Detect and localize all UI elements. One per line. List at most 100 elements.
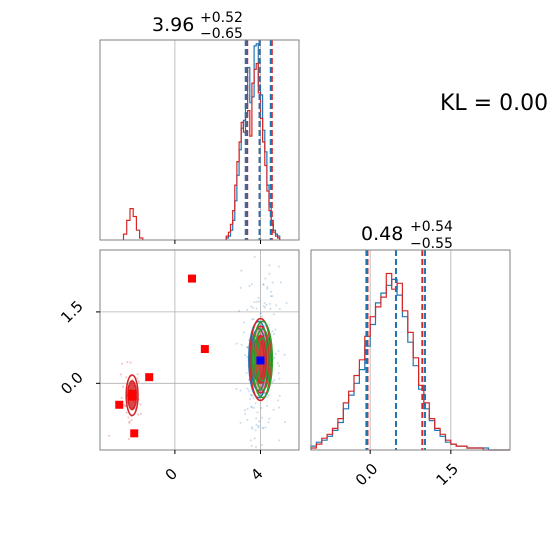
scatter-dot bbox=[279, 281, 282, 284]
scatter-dot bbox=[285, 302, 288, 305]
scatter-dot bbox=[125, 376, 128, 379]
scatter-dot bbox=[249, 394, 252, 397]
scatter-dot bbox=[284, 421, 287, 424]
scatter-dot bbox=[257, 426, 260, 429]
scatter-dot bbox=[126, 361, 129, 364]
scatter-dot bbox=[259, 312, 262, 315]
scatter-dot bbox=[260, 407, 263, 410]
kl-annotation: KL = 0.00 bbox=[440, 91, 548, 116]
scatter-dot bbox=[271, 281, 274, 284]
scatter-dot bbox=[246, 387, 249, 390]
scatter-dot bbox=[235, 387, 238, 390]
scatter-dot bbox=[239, 421, 242, 424]
scatter-dot bbox=[278, 394, 281, 397]
scatter-dot bbox=[249, 397, 252, 400]
scatter-dot bbox=[120, 396, 123, 399]
panel1-title: 3.96 bbox=[152, 14, 194, 36]
scatter-dot bbox=[256, 300, 259, 303]
scatter-dot bbox=[253, 406, 256, 409]
scatter-dot bbox=[252, 462, 254, 464]
scatter-dot bbox=[244, 412, 247, 415]
scatter-dot bbox=[238, 236, 240, 238]
scatter-dot bbox=[271, 295, 274, 298]
panel2-plot-area bbox=[108, 220, 288, 464]
scatter-dot bbox=[252, 454, 254, 456]
scatter-dot bbox=[119, 373, 122, 376]
scatter-dot bbox=[269, 307, 272, 310]
scatter-dot bbox=[269, 290, 272, 293]
scatter-dot bbox=[246, 408, 249, 411]
scatter-dot bbox=[277, 265, 280, 268]
panel1-title-lower: −0.65 bbox=[200, 26, 243, 42]
scatter-dot bbox=[277, 349, 280, 352]
scatter-dot bbox=[267, 421, 270, 424]
scatter-dot bbox=[265, 303, 268, 306]
scatter-dot bbox=[244, 354, 247, 357]
hist-series-red-1 bbox=[122, 208, 144, 240]
scatter-dot bbox=[258, 300, 261, 303]
scatter-dot bbox=[272, 313, 275, 316]
scatter-dot bbox=[254, 446, 257, 449]
panel3-plot-area: 0.0 1.5 bbox=[310, 249, 511, 490]
scatter-dot bbox=[243, 331, 246, 334]
scatter-dot bbox=[260, 444, 263, 447]
contour-green-2-0 bbox=[251, 320, 274, 399]
scatter-dot bbox=[279, 457, 281, 459]
scatter-dot bbox=[263, 301, 266, 304]
scatter-dot bbox=[266, 287, 269, 290]
scatter-dot bbox=[261, 416, 264, 419]
blue-marker bbox=[256, 356, 265, 365]
scatter-dot bbox=[277, 372, 280, 375]
scatter-dot bbox=[272, 408, 275, 411]
red-marker-4 bbox=[130, 429, 139, 438]
scatter-dot bbox=[271, 330, 274, 333]
scatter-dot bbox=[249, 439, 252, 442]
scatter-dot bbox=[251, 395, 254, 398]
scatter-dot bbox=[263, 306, 266, 309]
scatter-dot bbox=[139, 403, 142, 406]
scatter-dot bbox=[262, 230, 264, 232]
scatter-dot bbox=[255, 307, 258, 310]
scatter-dot bbox=[255, 423, 258, 426]
scatter-dot bbox=[264, 426, 267, 429]
scatter-dot bbox=[238, 309, 241, 312]
hist-series-red-2 bbox=[225, 62, 281, 240]
scatter-dot bbox=[250, 405, 253, 408]
scatter-dot bbox=[251, 427, 254, 430]
scatter-dot bbox=[267, 394, 270, 397]
scatter-dot bbox=[248, 389, 251, 392]
scatter-dot bbox=[139, 412, 142, 415]
scatter-dot bbox=[257, 424, 260, 427]
panel1-title-median: 3.96 bbox=[152, 14, 194, 36]
scatter-dot bbox=[283, 353, 286, 356]
scatter-dot bbox=[239, 286, 242, 289]
scatter-dot bbox=[255, 417, 258, 420]
panel2-xtick-label-0: 0 bbox=[162, 465, 181, 484]
scatter-dot bbox=[245, 372, 248, 375]
scatter-dot bbox=[256, 411, 259, 414]
panel3-xtick-label-0: 0.0 bbox=[352, 460, 382, 490]
scatter-dot bbox=[239, 389, 242, 392]
scatter-dot bbox=[235, 342, 238, 345]
panel-bottom-left-scatter: 0.0 1.5 0 4 bbox=[57, 220, 300, 484]
scatter-dot bbox=[253, 255, 256, 258]
scatter-dot bbox=[261, 315, 264, 318]
scatter-dot bbox=[137, 413, 140, 416]
scatter-dot bbox=[266, 404, 269, 407]
scatter-dot bbox=[263, 391, 266, 394]
scatter-dot bbox=[254, 220, 256, 222]
scatter-dot bbox=[271, 380, 274, 383]
scatter-dot bbox=[275, 304, 278, 307]
scatter-dot bbox=[246, 418, 249, 421]
scatter-dot bbox=[127, 438, 130, 441]
scatter-dot bbox=[253, 437, 256, 440]
red-marker-6 bbox=[128, 389, 137, 398]
scatter-dot bbox=[264, 277, 267, 280]
scatter-dot bbox=[278, 439, 281, 442]
scatter-dot bbox=[136, 373, 139, 376]
scatter-dot bbox=[125, 411, 128, 414]
scatter-dot bbox=[278, 377, 281, 380]
red-marker-2 bbox=[145, 373, 154, 382]
red-marker-1 bbox=[200, 345, 209, 354]
scatter-dot bbox=[250, 305, 253, 308]
